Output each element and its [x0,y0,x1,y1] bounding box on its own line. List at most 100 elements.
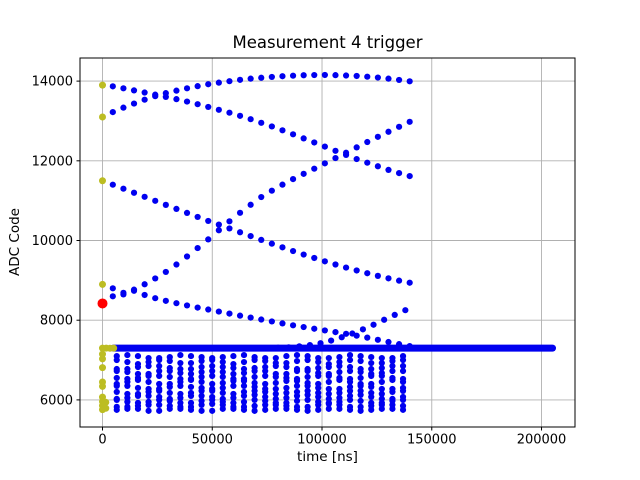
sample-dot [283,405,290,412]
sample-dot [346,367,354,375]
sample-dot [187,376,195,384]
sample-dot [145,392,152,400]
sample-dot [173,87,180,94]
sample-dot [399,396,407,404]
sample-dot [236,112,244,119]
sample-dot [289,176,297,183]
sample-dot [399,367,407,375]
sample-dot [357,352,364,360]
sample-dot [183,98,191,105]
sample-dot [262,380,269,388]
sample-dot [349,330,356,337]
sample-dot [209,407,216,414]
sample-dot [385,338,392,346]
sample-dot [325,390,332,398]
sample-dot [134,392,142,400]
sample-dot [395,76,403,84]
sample-dot [120,289,127,296]
sample-dot [124,405,131,412]
sample-dot [332,154,339,162]
sample-dot [230,377,237,385]
sample-dot [258,193,265,201]
sample-dot [124,351,131,359]
sample-dot [346,396,354,404]
sample-dot [130,100,138,107]
sample-dot [230,364,237,372]
sample-dot [152,93,159,100]
sample-dot [364,270,371,277]
sample-dot [311,71,318,79]
sample-dot [236,76,244,83]
sample-dot [283,377,290,385]
sample-dot [399,387,407,395]
sample-dot [399,378,407,386]
axis-ticks [76,80,543,431]
first-sample-points [99,81,118,414]
sample-dot [262,357,269,365]
sample-dot [283,384,290,392]
sample-dot [162,90,169,97]
sample-dot [332,329,339,336]
sample-dot [304,356,311,364]
sample-dot [389,388,396,396]
scatter-series-trace-b-rising [109,71,413,116]
sample-dot [113,374,120,382]
sample-dot [321,327,328,334]
sample-dot [357,374,364,382]
sample-dot [272,405,279,412]
sample-dot [240,377,248,385]
sample-dot [293,397,301,404]
sample-dot [240,382,248,390]
sample-dot [194,101,201,108]
sample-dot [268,318,275,325]
sample-dot [304,373,311,381]
sample-dot [357,407,364,414]
sample-dot [325,363,332,371]
sample-dot [283,352,290,360]
sample-dot [145,362,152,370]
sample-dot [173,96,180,103]
sample-dot [162,201,169,208]
sample-dot [353,144,360,151]
sample-dot [342,330,350,337]
sample-dot [368,383,375,391]
sample-dot [166,367,173,375]
sample-dot [198,373,205,381]
sample-dot [272,390,279,398]
scatter-series-trace-c-descending [109,181,413,286]
sample-dot [209,367,216,375]
sample-dot [177,394,184,402]
sample-dot [279,181,286,188]
sample-dot [283,389,290,397]
sample-dot [262,406,269,413]
sample-dot [198,387,205,395]
sample-dot [406,342,413,350]
sample-dot [315,364,322,372]
sample-dot [332,261,339,268]
sample-dot [187,352,195,360]
sample-dot [289,247,297,255]
sample-dot [258,119,265,126]
sample-dot [381,316,388,323]
sample-dot [315,406,322,413]
sample-dot [156,396,163,404]
sample-dot [134,405,142,412]
y-axis-label: ADC Code [7,208,23,276]
sample-dot [226,109,233,116]
sample-dot [304,367,311,375]
sample-dot [378,359,385,367]
first-sample-point [99,364,106,372]
sample-dot [353,72,360,80]
sample-dot [134,384,142,392]
sample-dot [183,302,191,309]
sample-dot [219,358,226,366]
sample-dot [156,380,163,388]
sample-dot [240,351,248,359]
sample-dot [198,392,205,400]
x-tick-label: 0 [98,433,106,448]
sample-dot [219,353,226,361]
sample-dot [166,389,173,397]
sample-dot [198,357,205,365]
sample-dot [209,380,216,388]
